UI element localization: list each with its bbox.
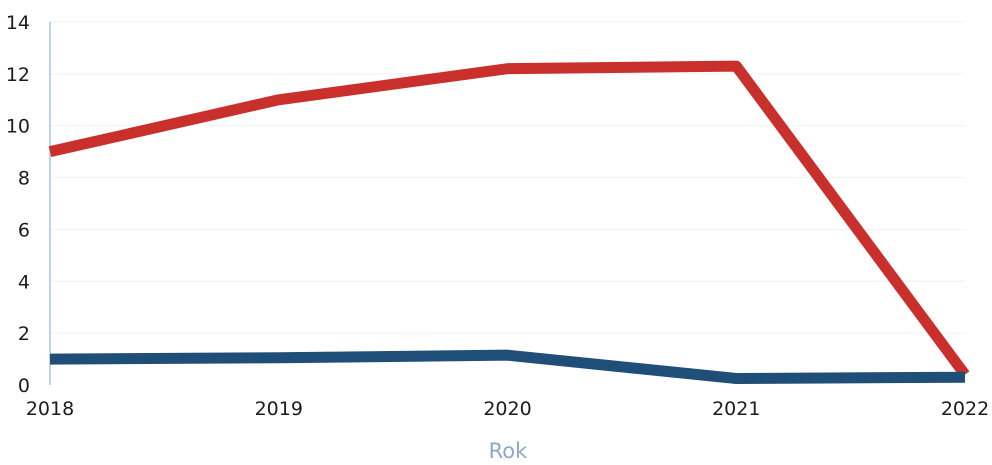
x-tick-label-2018: 2018 [26, 398, 74, 420]
y-tick-labels: 0 2 4 6 8 10 12 14 [6, 12, 30, 397]
y-tick-label-10: 10 [6, 116, 30, 138]
y-tick-label-12: 12 [6, 64, 30, 86]
series-line-2 [49, 349, 966, 385]
x-axis-title: Rok [489, 439, 528, 463]
x-tick-label-2020: 2020 [483, 398, 531, 420]
x-tick-label-2021: 2021 [712, 398, 760, 420]
y-tick-label-0: 0 [18, 375, 30, 397]
series-line-1 [48, 60, 970, 378]
y-tick-label-2: 2 [18, 323, 30, 345]
y-tick-label-6: 6 [18, 219, 30, 241]
y-tick-label-8: 8 [18, 168, 30, 190]
y-tick-label-4: 4 [18, 271, 30, 293]
x-tick-label-2019: 2019 [255, 398, 303, 420]
series-layer [48, 60, 970, 385]
y-tick-label-14: 14 [6, 12, 30, 34]
x-tick-label-2022: 2022 [941, 398, 989, 420]
x-tick-labels: 2018 2019 2020 2021 2022 [26, 398, 989, 420]
